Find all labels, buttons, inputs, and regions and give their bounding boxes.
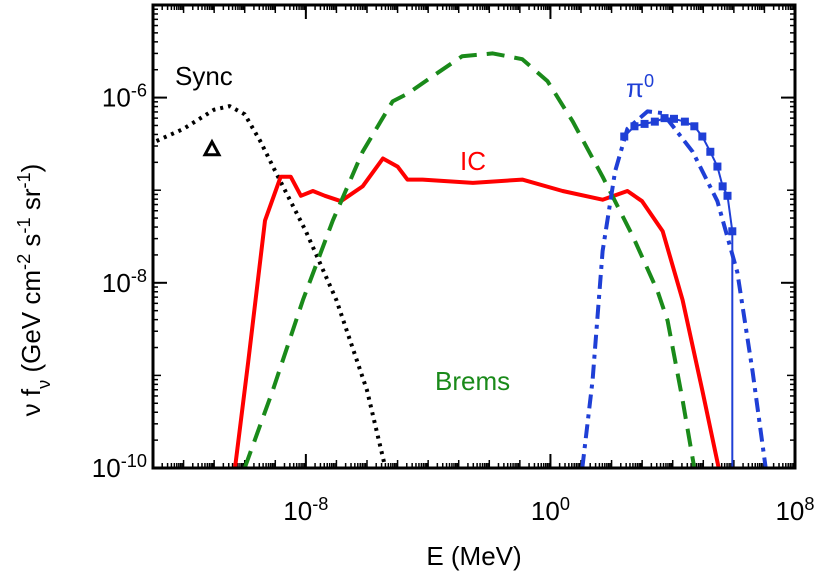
series-label: Brems [435,366,510,396]
data-point [660,114,669,123]
series-line [242,51,697,468]
data-point [718,182,727,191]
y-axis-label: ν fν (GeV cm-2 s-1 sr-1) [14,164,54,417]
series-line [580,109,768,468]
series-line [155,104,388,468]
data-point [620,132,629,141]
plot-area [155,51,768,468]
x-tick-label: 108 [775,494,814,526]
x-axis-label: E (MeV) [426,541,521,571]
data-point [680,117,689,126]
data-point [640,119,649,128]
data-point [690,122,699,131]
minor-ticks [153,5,795,468]
series-label: π0 [626,71,654,103]
data-point [630,122,639,131]
data-point [706,147,715,156]
y-tick-label: 10-6 [102,81,147,113]
series-label: IC [460,146,486,176]
data-point [202,138,222,157]
y-tick-label: 10-10 [92,451,147,483]
data-point [698,132,707,141]
x-tick-label: 10-8 [283,494,328,526]
data-point [713,162,722,171]
data-point [728,227,737,236]
data-point [650,117,659,126]
data-point [723,191,732,200]
series-line [233,156,721,468]
series-label: Sync [175,61,233,91]
plot-frame [151,3,797,470]
data-point [669,114,678,123]
x-tick-label: 100 [531,494,570,526]
y-tick-label: 10-8 [102,266,147,298]
